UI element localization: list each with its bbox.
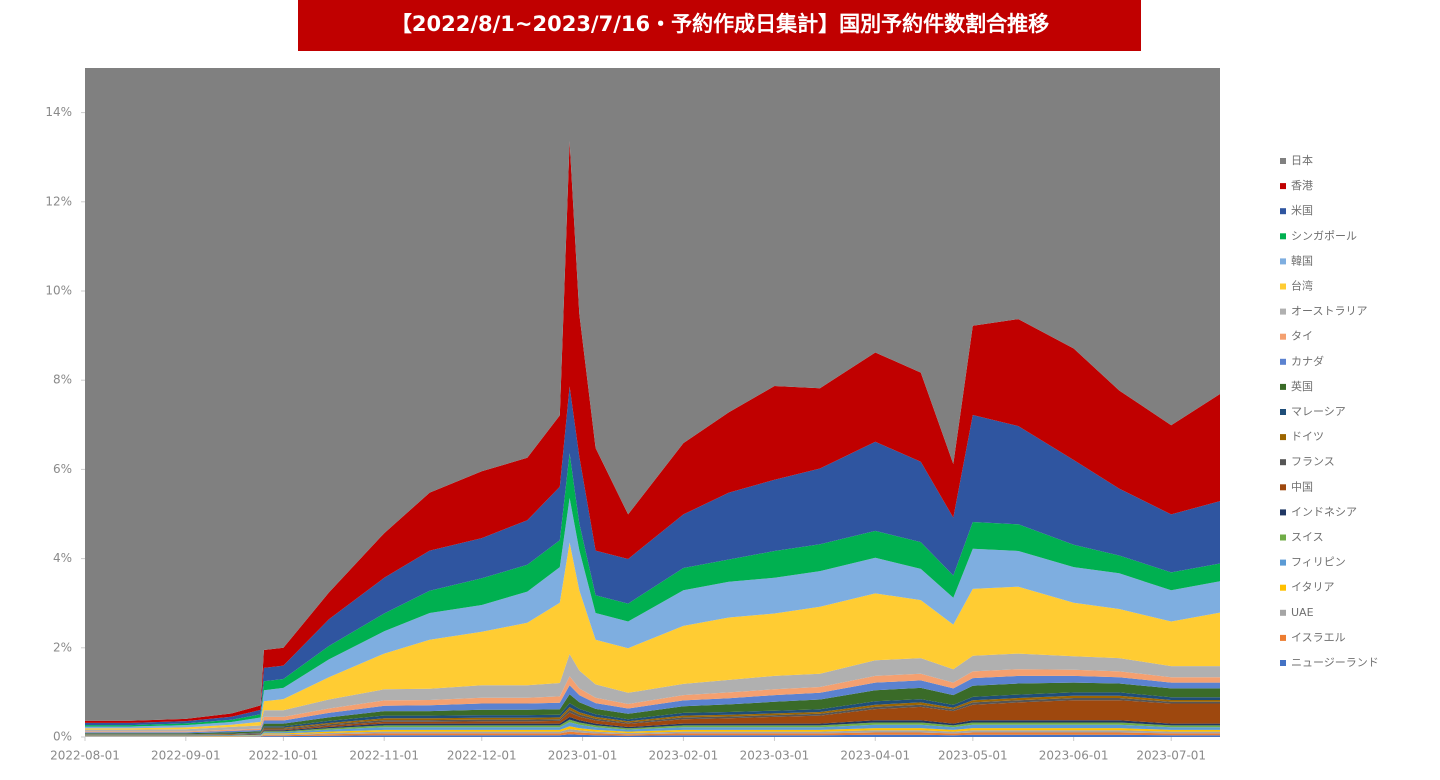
legend-label: 日本 (1291, 153, 1313, 167)
legend-label: マレーシア (1291, 405, 1346, 418)
area (85, 386, 1220, 726)
legend-swatch (1280, 609, 1286, 616)
legend-label: フランス (1291, 455, 1335, 468)
legend-label: スイス (1291, 531, 1324, 544)
x-tick-label: 2023-04-01 (840, 749, 910, 763)
legend-swatch (1280, 233, 1286, 240)
legend-label: 中国 (1291, 480, 1313, 493)
x-tick-label: 2023-05-01 (938, 749, 1008, 763)
legend-label: UAE (1291, 606, 1314, 619)
x-tick-label: 2022-08-01 (50, 749, 120, 763)
x-tick-label: 2023-07-01 (1136, 749, 1206, 763)
x-tick-label: 2023-01-01 (548, 749, 618, 763)
y-tick-label: 6% (53, 462, 72, 476)
x-tick-label: 2022-10-01 (249, 749, 319, 763)
legend-label: 台湾 (1291, 279, 1313, 293)
legend-swatch (1280, 509, 1286, 516)
legend-swatch (1280, 158, 1286, 164)
legend-swatch (1280, 459, 1286, 466)
title-box (298, 0, 1141, 51)
area (85, 542, 1220, 730)
legend-label: カナダ (1291, 354, 1324, 368)
legend-swatch (1280, 634, 1286, 641)
area (85, 729, 1220, 737)
x-tick-label: 2022-12-01 (447, 749, 517, 763)
legend-label: ニュージーランド (1291, 656, 1379, 669)
area (85, 141, 1220, 723)
area (85, 675, 1220, 734)
area (85, 698, 1220, 735)
y-tick-label: 4% (53, 551, 72, 565)
x-tick-label: 2022-09-01 (151, 749, 221, 763)
area (85, 653, 1220, 732)
x-tick-label: 2023-02-01 (649, 749, 719, 763)
legend-label: 米国 (1291, 204, 1313, 217)
area (85, 731, 1220, 737)
area (85, 716, 1220, 736)
area (85, 726, 1220, 737)
areas (85, 68, 1220, 737)
x-tick-label: 2022-11-01 (349, 749, 419, 763)
legend-label: オーストラリア (1291, 305, 1367, 318)
area (85, 497, 1220, 729)
legend-label: タイ (1291, 330, 1313, 343)
area (85, 719, 1220, 736)
legend-label: イスラエル (1291, 631, 1346, 644)
area (85, 700, 1220, 736)
legend-swatch (1280, 434, 1286, 441)
area (85, 453, 1220, 727)
legend-swatch (1280, 283, 1286, 290)
legend-label: フィリピン (1291, 556, 1346, 569)
x-tick-label: 2023-06-01 (1039, 749, 1109, 763)
legend-swatch (1280, 409, 1286, 415)
legend-swatch (1280, 484, 1286, 491)
legend-swatch (1280, 308, 1286, 315)
y-tick-label: 14% (45, 105, 72, 119)
y-tick-label: 12% (45, 194, 72, 208)
legend-label: 香港 (1291, 179, 1313, 192)
legend-label: 韓国 (1291, 254, 1313, 267)
legend-label: イタリア (1291, 581, 1335, 594)
area (85, 682, 1220, 735)
legend-swatch (1280, 383, 1286, 390)
area (85, 695, 1220, 735)
legend-swatch (1280, 183, 1286, 190)
chart-title: 【2022/8/1~2023/7/16・予約作成日集計】国別予約件数割合推移 (391, 12, 1049, 36)
y-tick-label: 0% (53, 730, 72, 744)
legend-swatch (1280, 333, 1286, 340)
area (85, 68, 1220, 721)
y-tick-label: 8% (53, 373, 72, 387)
legend-swatch (1280, 258, 1286, 265)
legend-swatch (1280, 584, 1286, 591)
y-tick-label: 2% (53, 640, 72, 654)
legend-swatch (1280, 358, 1286, 365)
y-tick-label: 10% (45, 284, 72, 298)
legend-swatch (1280, 534, 1286, 541)
legend-label: ドイツ (1291, 430, 1324, 443)
area (85, 669, 1220, 733)
legend-swatch (1280, 660, 1286, 666)
area (85, 734, 1220, 737)
x-tick-label: 2023-03-01 (740, 749, 810, 763)
area (85, 692, 1220, 735)
area (85, 722, 1220, 737)
legend-swatch (1280, 208, 1286, 215)
legend-label: シンガポール (1291, 229, 1357, 242)
legend-label: インドネシア (1291, 505, 1357, 518)
legend-label: 英国 (1291, 379, 1313, 393)
legend-swatch (1280, 559, 1286, 566)
